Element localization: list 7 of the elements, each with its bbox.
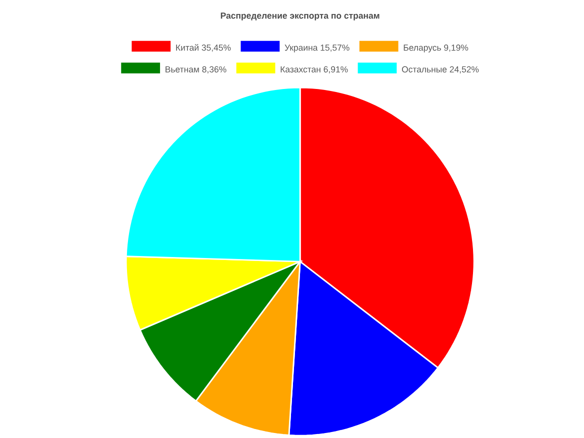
legend-label: Китай 35,45% [176, 44, 231, 52]
legend-label: Вьетнам 8,36% [166, 66, 226, 74]
chart-title: Распределение экспорта по странам [220, 12, 380, 21]
legend-label: Казахстан 6,91% [280, 66, 348, 74]
legend-label: Остальные 24,52% [402, 66, 479, 74]
legend-label: Украина 15,57% [284, 44, 350, 53]
legend-label: Беларусь 9,19% [404, 44, 468, 53]
